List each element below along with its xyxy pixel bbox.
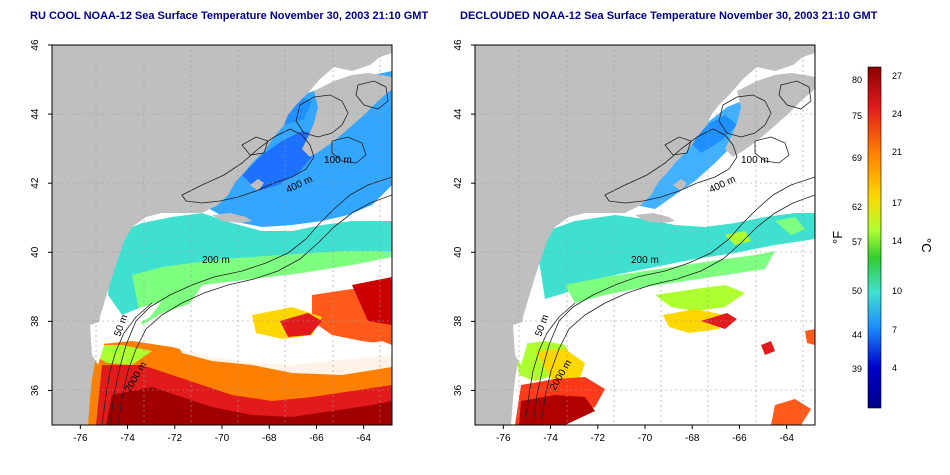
lat-tick-label: 38 (30, 315, 41, 327)
lat-tick-label: 36 (30, 384, 41, 396)
lon-tick-label: -74 (120, 433, 135, 444)
lat-tick-label: 38 (453, 315, 464, 327)
lon-tick-label: -72 (591, 433, 606, 444)
contour-label-100m-r: 100 m (741, 155, 769, 166)
lat-tick-label: 42 (30, 177, 41, 189)
fahrenheit-tick-label: 44 (852, 330, 862, 340)
fahrenheit-tick-label: 39 (852, 364, 862, 374)
lon-tick-label: -68 (262, 433, 277, 444)
celsius-tick-label: 14 (892, 236, 902, 246)
fahrenheit-tick-label: 57 (852, 237, 862, 247)
celsius-tick-label: 7 (892, 325, 897, 335)
lon-tick-label: -64 (356, 433, 371, 444)
lat-tick-label: 40 (453, 246, 464, 258)
fahrenheit-tick-label: 75 (852, 111, 862, 121)
lon-tick-label: -70 (215, 433, 230, 444)
lon-tick-label: -66 (309, 433, 324, 444)
lon-tick-label: -76 (496, 433, 511, 444)
raw-map-title: RU COOL NOAA-12 Sea Surface Temperature … (30, 10, 429, 22)
lat-tick-label: 40 (30, 246, 41, 258)
declouded-map-title: DECLOUDED NOAA-12 Sea Surface Temperatur… (460, 10, 878, 22)
lon-tick-label: -74 (543, 433, 558, 444)
declouded-sst-map: 100 m 400 m 200 m 50 m 2000 m (474, 44, 816, 426)
fahrenheit-tick-label: 62 (852, 202, 862, 212)
lat-tick-label: 36 (453, 384, 464, 396)
lon-tick-label: -76 (73, 433, 88, 444)
lat-tick-label: 46 (453, 39, 464, 51)
temperature-colorbar: °F °C 80 75 69 62 57 50 44 39 27 24 21 17 14 10 7 4 (830, 66, 934, 409)
lat-tick-label: 42 (453, 177, 464, 189)
fahrenheit-tick-label: 80 (852, 75, 862, 85)
lon-tick-label: -68 (685, 433, 700, 444)
contour-label-200m: 200 m (202, 255, 230, 266)
celsius-axis-label: °C (919, 238, 934, 253)
contour-label-200m-r: 200 m (631, 255, 659, 266)
lon-tick-label: -72 (168, 433, 183, 444)
celsius-tick-label: 17 (892, 198, 902, 208)
lon-tick-label: -64 (779, 433, 794, 444)
lon-tick-label: -66 (732, 433, 747, 444)
raw-sst-map: 100 m 400 m 200 m 50 m 2000 m (51, 44, 393, 426)
contour-label-100m: 100 m (324, 155, 352, 166)
lat-tick-label: 44 (453, 108, 464, 120)
lon-tick-label: -70 (638, 433, 653, 444)
fahrenheit-tick-label: 69 (852, 153, 862, 163)
fahrenheit-axis-label: °F (830, 231, 845, 244)
celsius-tick-label: 4 (892, 363, 897, 373)
celsius-tick-label: 24 (892, 109, 902, 119)
celsius-tick-label: 10 (892, 286, 902, 296)
celsius-tick-label: 27 (892, 71, 902, 81)
lat-tick-label: 44 (30, 108, 41, 120)
fahrenheit-tick-label: 50 (852, 286, 862, 296)
lat-tick-label: 46 (30, 39, 41, 51)
celsius-tick-label: 21 (892, 147, 902, 157)
